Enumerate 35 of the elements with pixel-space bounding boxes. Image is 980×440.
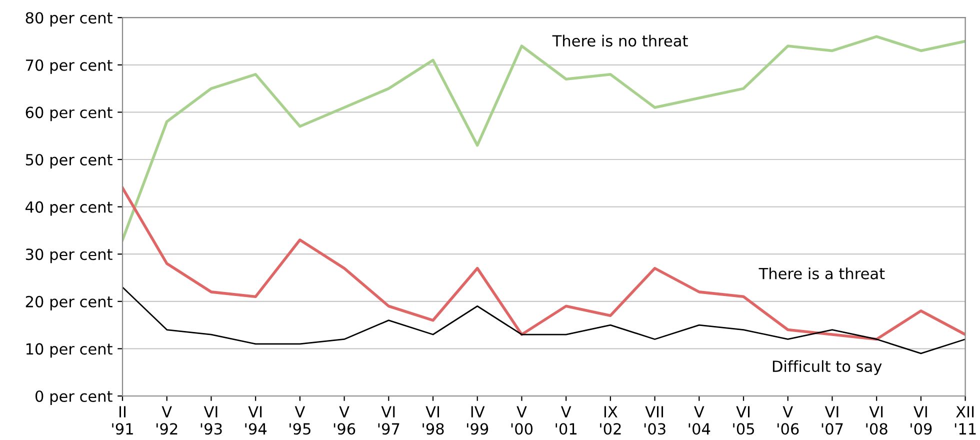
line-series [122,35,966,242]
x-tick-label: IX '02 [600,406,621,435]
x-tick-label: VI '09 [910,406,932,435]
x-tick-label: V '95 [290,406,310,435]
y-tick-label: 0 per cent [36,390,112,405]
x-tick-label: V '04 [688,406,710,435]
x-tick-label: VI '05 [733,406,754,435]
x-tick-label: VI '93 [200,406,222,435]
line-series [122,286,966,354]
x-tick-label: XII '11 [954,406,976,434]
y-tick-label: 60 per cent [26,106,112,122]
x-tick-label: IV '99 [467,406,488,435]
x-tick-label: V '96 [334,406,356,435]
x-tick-label: V '01 [556,406,576,435]
y-tick-label: 50 per cent [26,154,112,168]
x-tick-label: V '06 [778,406,799,435]
y-tick-label: 80 per cent [26,12,112,27]
x-tick-label: VI '94 [245,406,267,435]
line-series [122,186,966,341]
y-tick-label: 30 per cent [26,248,112,264]
y-tick-label: 70 per cent [26,59,112,74]
y-tick-label: 40 per cent [26,201,112,216]
x-tick-label: VI '98 [422,406,444,435]
annotation: There is a threat [758,268,885,280]
annotation: Difficult to say [772,360,882,376]
annotation: There is no threat [552,34,688,47]
y-tick-label: 20 per cent [26,296,112,310]
x-tick-label: II '91 [112,406,133,435]
x-tick-label: VI '08 [866,406,888,435]
x-tick-label: V '92 [156,406,178,435]
x-tick-label: V '00 [511,406,533,435]
x-tick-label: VI '97 [378,406,400,435]
y-tick-label: 10 per cent [26,343,112,358]
x-tick-label: VI '07 [822,406,843,435]
x-tick-label: VII '03 [644,406,666,435]
